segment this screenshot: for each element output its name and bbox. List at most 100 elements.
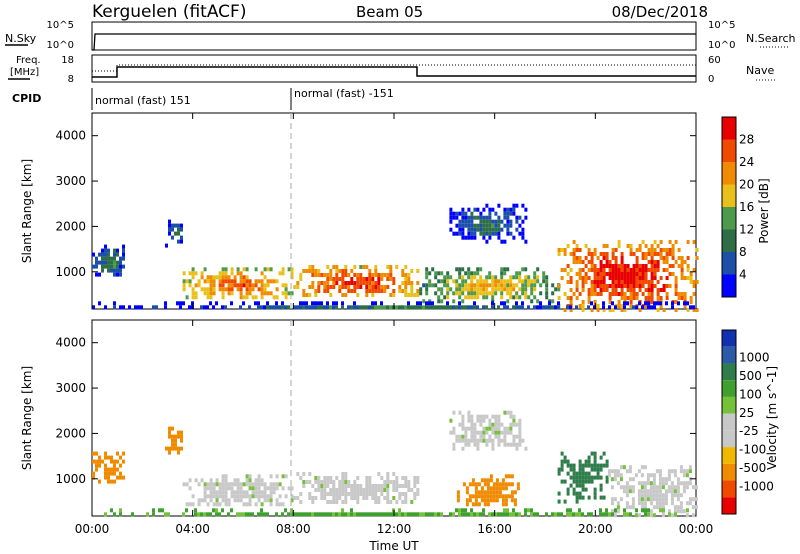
- echo-cell-velocity-region-8: [380, 512, 383, 517]
- echo-cell-power-region-6: [632, 288, 636, 292]
- echo-cell-velocity-region-3: [344, 492, 348, 496]
- echo-cell-velocity-region-2: [248, 478, 252, 483]
- echo-cell-power-region-3: [311, 285, 315, 289]
- echo-cell-velocity-region-6: [572, 475, 576, 480]
- echo-cell-velocity-region-3: [320, 496, 324, 500]
- echo-cell-velocity-region-7: [643, 485, 647, 490]
- echo-cell-power-region-5: [491, 295, 495, 300]
- echo-cell-velocity-region-8: [344, 512, 347, 517]
- echo-cell-power-region-5: [506, 279, 510, 284]
- echo-cell-velocity-region-3: [314, 476, 318, 480]
- echo-cell-power-region-6: [611, 292, 615, 296]
- echo-cell-power-region-6: [668, 264, 672, 268]
- echo-cell-power-region-6: [605, 288, 609, 292]
- echo-cell-power-region-6: [614, 248, 618, 252]
- echo-cell-power-region-6: [611, 280, 615, 284]
- echo-cell-velocity-region-6: [575, 495, 579, 500]
- echo-cell-velocity-region-8: [320, 512, 323, 517]
- echo-cell-velocity-region-3: [344, 488, 348, 492]
- echo-cell-power-region-4: [455, 231, 459, 236]
- echo-cell-power-region-3: [380, 289, 384, 293]
- echo-cell-velocity-region-2: [221, 486, 225, 491]
- echo-cell-power-region-6: [674, 292, 678, 296]
- echo-cell-power-region-5: [536, 275, 540, 280]
- echo-cell-velocity-region-8: [431, 512, 434, 517]
- echo-cell-velocity-region-7: [637, 493, 641, 498]
- echo-cell-power-region-5: [431, 283, 435, 288]
- echo-cell-power-region-3: [332, 265, 336, 269]
- echo-cell-power-region-4: [488, 207, 492, 212]
- echo-cell-power-region-6: [692, 292, 696, 296]
- echo-cell-velocity-region-5: [495, 478, 499, 483]
- echo-cell-power-region-6: [620, 256, 624, 260]
- echo-cell-velocity-region-5: [480, 498, 484, 503]
- echo-cell-velocity-region-2: [221, 474, 225, 479]
- echo-cell-power-region-6: [665, 276, 669, 280]
- echo-cell-power-region-4: [473, 235, 477, 240]
- echo-cell-power-region-4: [467, 223, 471, 228]
- echo-cell-velocity-region-6: [599, 463, 603, 468]
- echo-cell-power-region-2: [233, 283, 237, 288]
- echo-cell-power-region-2: [284, 283, 288, 288]
- echo-cell-velocity-region-2: [236, 486, 240, 491]
- y-tick-label: 1000: [55, 472, 86, 486]
- echo-cell-velocity-region-7: [679, 501, 683, 506]
- echo-cell-power-region-6: [614, 280, 618, 284]
- echo-cell-velocity-region-8: [110, 508, 113, 513]
- echo-cell-velocity-region-2: [203, 490, 207, 495]
- echo-cell-velocity-region-2: [221, 482, 225, 487]
- echo-cell-velocity-region-8: [500, 512, 503, 517]
- echo-cell-velocity-region-3: [380, 488, 384, 492]
- echo-cell-velocity-region-3: [386, 480, 390, 484]
- echo-cell-power-region-0: [101, 256, 104, 261]
- echo-cell-velocity-region-5: [483, 502, 487, 507]
- echo-cell-power-region-5: [452, 291, 456, 296]
- echo-cell-velocity-region-7: [640, 489, 644, 494]
- echo-cell-velocity-region-8: [557, 512, 560, 517]
- echo-cell-power-region-7: [284, 305, 287, 310]
- echo-cell-power-region-6: [563, 252, 567, 256]
- echo-cell-power-region-6: [653, 248, 657, 252]
- echo-cell-power-region-5: [518, 279, 522, 284]
- echo-cell-velocity-region-1: [174, 442, 177, 447]
- echo-cell-velocity-region-5: [474, 502, 478, 507]
- echo-cell-power-region-0: [119, 272, 122, 277]
- echo-cell-power-region-5: [446, 295, 450, 300]
- echo-cell-power-region-6: [653, 284, 657, 288]
- echo-cell-power-region-7: [671, 301, 674, 306]
- echo-cell-power-region-7: [671, 305, 674, 310]
- velocity-colorbar-label: Velocity [m s^-1]: [765, 366, 779, 470]
- echo-cell-power-region-7: [230, 301, 233, 306]
- echo-cell-power-region-4: [488, 215, 492, 220]
- echo-cell-velocity-region-0: [104, 463, 107, 468]
- echo-cell-power-region-5: [467, 271, 471, 276]
- echo-cell-power-region-7: [347, 305, 350, 310]
- echo-cell-velocity-region-3: [368, 476, 372, 480]
- echo-cell-power-region-2: [185, 279, 189, 284]
- echo-cell-power-region-7: [152, 305, 155, 310]
- echo-cell-velocity-region-8: [164, 512, 167, 517]
- echo-cell-velocity-region-5: [504, 482, 508, 487]
- echo-cell-power-region-6: [626, 280, 630, 284]
- echo-cell-power-region-2: [269, 279, 273, 284]
- echo-cell-power-region-5: [455, 287, 459, 292]
- echo-cell-power-region-7: [419, 305, 422, 310]
- echo-cell-velocity-region-7: [667, 473, 671, 478]
- echo-cell-power-region-7: [371, 305, 374, 310]
- echo-cell-velocity-region-7: [688, 497, 692, 502]
- echo-cell-velocity-region-8: [398, 512, 401, 517]
- echo-cell-power-region-7: [263, 305, 266, 310]
- power-colorbar-label: Power [dB]: [757, 178, 771, 243]
- echo-cell-velocity-region-7: [685, 485, 689, 490]
- echo-cell-power-region-7: [653, 301, 656, 306]
- echo-cell-power-region-3: [374, 285, 378, 289]
- echo-cell-velocity-region-2: [206, 486, 210, 491]
- echo-cell-power-region-7: [380, 301, 383, 306]
- echo-cell-velocity-region-2: [251, 490, 255, 495]
- echo-cell-velocity-region-4: [482, 434, 486, 439]
- echo-cell-power-region-0: [101, 264, 104, 269]
- header: Kerguelen (fitACF) Beam 05 08/Dec/2018: [92, 2, 708, 22]
- echo-cell-velocity-region-6: [566, 491, 570, 496]
- echo-cell-power-region-6: [653, 240, 657, 244]
- echo-cell-power-region-3: [401, 273, 405, 277]
